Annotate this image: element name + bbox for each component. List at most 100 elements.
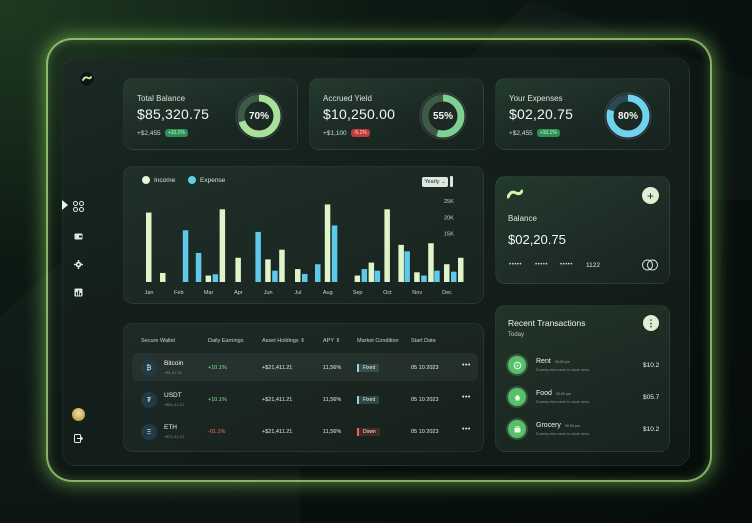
coin-balance: +$71,41.21 xyxy=(164,434,185,439)
sort-icon: ⇕ xyxy=(335,338,341,344)
transactions-title: Recent Transactions xyxy=(508,318,586,328)
transaction-name: Rent xyxy=(536,358,551,365)
header-label: APY xyxy=(323,338,334,344)
period-label: Yearly xyxy=(424,179,440,185)
transaction-desc: Dummy text used to cover area xyxy=(536,432,589,436)
stat-title: Your Expenses xyxy=(509,94,563,103)
food-icon xyxy=(508,388,526,406)
daily-earnings: +10.1% xyxy=(208,397,227,403)
stat-change: +$1,100 -5.1% xyxy=(323,129,370,137)
transaction-time: 00:00 pm xyxy=(564,424,580,428)
daily-earnings: +10.1% xyxy=(208,365,227,371)
balance-amount: $02,20.75 xyxy=(508,232,566,247)
change-amount: +$2,455 xyxy=(137,129,161,137)
coin-balance: +$51,41.21 xyxy=(164,402,185,407)
balance-card[interactable] xyxy=(495,176,670,284)
stat-value: $10,250.00 xyxy=(323,106,396,122)
stat-value: $85,320.75 xyxy=(137,106,210,122)
dashboard-grid-icon[interactable] xyxy=(72,200,84,212)
legend-label: Expense xyxy=(200,176,226,184)
transaction-time: 00:00 pm xyxy=(555,392,571,396)
masked-card-group: ••••• xyxy=(535,262,549,268)
settings-gear-icon[interactable] xyxy=(72,258,84,270)
col-header-earnings[interactable]: Daily Earnings xyxy=(208,338,244,344)
stat-title: Accrued Yield xyxy=(323,94,372,103)
transaction-name: Grocery xyxy=(536,422,561,429)
income-swatch xyxy=(142,176,150,184)
apy-value: 11,56% xyxy=(323,365,342,371)
expense-swatch xyxy=(188,176,196,184)
market-condition-badge: Fixed xyxy=(357,364,380,372)
masked-card-group: ••••• xyxy=(509,262,523,268)
progress-donut: 80% xyxy=(603,91,653,141)
legend-label: Income xyxy=(154,176,176,184)
progress-donut: 70% xyxy=(234,91,284,141)
grocery-basket-icon xyxy=(508,420,526,438)
transaction-item-food[interactable]: Food 00:00 pm xyxy=(536,390,571,397)
logout-icon[interactable] xyxy=(72,432,84,444)
asset-holdings: +$21,411.21 xyxy=(262,365,293,371)
start-date: 05 10 2023 xyxy=(411,397,439,403)
stat-change: +$2,455 +10.1% xyxy=(137,129,188,137)
col-header-holdings[interactable]: Asset Holdings ⇕ xyxy=(262,338,305,344)
bitcoin-icon: ₿ xyxy=(141,360,157,376)
col-header-wallet[interactable]: Secure Wallet xyxy=(141,338,176,344)
donut-percent: 70% xyxy=(248,110,269,122)
row-more-icon[interactable]: ••• xyxy=(462,394,471,401)
sort-icon: ⇕ xyxy=(300,338,305,344)
row-more-icon[interactable]: ••• xyxy=(462,362,471,369)
ethereum-icon: Ξ xyxy=(141,424,157,440)
rent-house-icon xyxy=(508,356,526,374)
col-header-apy[interactable]: APY ⇕ xyxy=(323,338,340,344)
market-condition-badge: Down xyxy=(357,428,380,436)
start-date: 05 10 2023 xyxy=(411,429,439,435)
transaction-item-rent[interactable]: Rent 00:00 pm xyxy=(536,358,570,365)
usdt-icon: ₮ xyxy=(141,392,157,408)
col-header-start-date[interactable]: Start Date xyxy=(411,338,436,344)
period-select-handle[interactable] xyxy=(450,176,453,187)
wallet-table-card xyxy=(123,323,484,452)
row-more-icon[interactable]: ••• xyxy=(462,426,471,433)
reports-chart-icon[interactable] xyxy=(72,286,84,298)
donut-percent: 55% xyxy=(432,110,453,122)
transaction-amount: $10.2 xyxy=(643,426,660,433)
stat-title: Total Balance xyxy=(137,94,186,103)
add-card-button[interactable]: + xyxy=(642,187,659,204)
transaction-desc: Dummy text used to cover area xyxy=(536,400,589,404)
stat-card-expenses: Your Expenses $02,20.75 +$2,455 +10.1% 8… xyxy=(495,78,670,150)
card-last-four: 1122 xyxy=(586,262,600,269)
chevron-down-icon: ⌄ xyxy=(441,179,446,185)
period-select[interactable]: Yearly ⌄ xyxy=(422,177,448,187)
change-badge: -5.1% xyxy=(350,129,370,137)
change-amount: +$1,100 xyxy=(323,129,347,137)
change-badge: +10.1% xyxy=(536,129,560,137)
change-badge: +10.1% xyxy=(164,129,188,137)
stat-card-accrued-yield: Accrued Yield $10,250.00 +$1,100 -5.1% 5… xyxy=(309,78,484,150)
card-network-icon xyxy=(642,259,658,271)
stat-card-total-balance: Total Balance $85,320.75 +$2,455 +10.1% … xyxy=(123,78,298,150)
transaction-item-grocery[interactable]: Grocery 00:00 pm xyxy=(536,422,580,429)
coin-balance: +$1,41.21 xyxy=(164,370,182,375)
apy-value: 11,56% xyxy=(323,429,342,435)
transactions-more-button[interactable]: ⋮ xyxy=(643,315,659,331)
legend-income: Income xyxy=(142,176,175,184)
app-logo[interactable] xyxy=(79,71,95,87)
coin-name[interactable]: ETH xyxy=(164,424,177,431)
col-header-market[interactable]: Market Condition xyxy=(357,338,399,344)
user-avatar[interactable] xyxy=(72,408,85,421)
balance-title: Balance xyxy=(508,214,537,223)
transactions-group-label: Today xyxy=(508,332,525,338)
app-logo-icon xyxy=(507,189,523,199)
donut-percent: 80% xyxy=(617,110,638,122)
asset-holdings: +$21,411.21 xyxy=(262,397,293,403)
active-nav-indicator xyxy=(62,200,68,210)
table-row-highlight xyxy=(132,353,478,381)
wallet-icon[interactable] xyxy=(72,230,84,242)
coin-name[interactable]: USDT xyxy=(164,392,182,399)
stat-change: +$2,455 +10.1% xyxy=(509,129,560,137)
stat-value: $02,20.75 xyxy=(509,106,574,122)
market-condition-badge: Fixed xyxy=(357,396,380,404)
change-amount: +$2,455 xyxy=(509,129,533,137)
coin-name[interactable]: Bitcoin xyxy=(164,360,184,367)
transaction-desc: Dummy text used to cover area xyxy=(536,368,589,372)
